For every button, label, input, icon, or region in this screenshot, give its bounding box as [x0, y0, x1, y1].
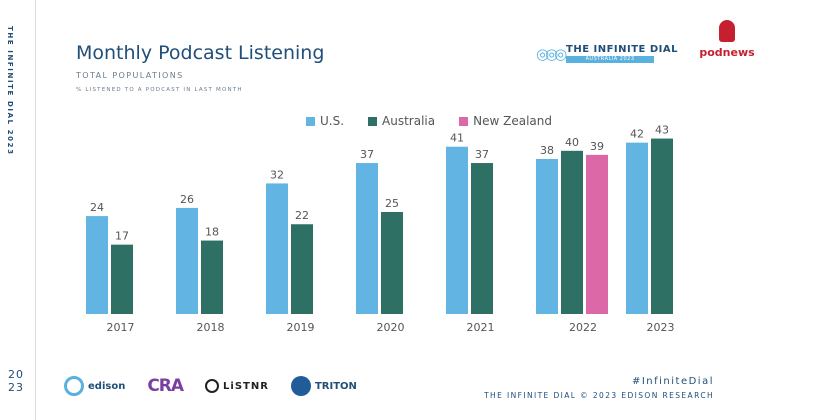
- bar-australia-2021: [471, 163, 493, 314]
- data-label-australia-2019: 22: [295, 209, 309, 222]
- cra-logo: CRA: [147, 376, 184, 396]
- legend-item-new-zealand: New Zealand: [459, 114, 552, 128]
- data-label-us-2017: 24: [90, 201, 104, 214]
- data-label-australia-2021: 37: [475, 148, 489, 161]
- bar-australia-2023: [651, 138, 673, 314]
- podnews-logo: podnews: [697, 20, 757, 64]
- bar-us-2018: [176, 207, 198, 314]
- data-label-us-2022: 38: [540, 144, 554, 157]
- chart-note: % LISTENED TO A PODCAST IN LAST MONTH: [76, 87, 243, 93]
- bar-australia-2018: [201, 240, 223, 314]
- bar-australia-2017: [111, 244, 133, 314]
- triton-name: TRITON: [314, 380, 357, 392]
- legend-swatch-new-zealand: [459, 116, 469, 126]
- partner-logos: edison CRA LiSTNR TRITON: [64, 376, 357, 396]
- x-tick-label-2022: 2022: [569, 321, 597, 334]
- edison-name: edison: [88, 380, 126, 392]
- rail-year-bottom: 23: [8, 381, 24, 394]
- chart-subtitle: TOTAL POPULATIONS: [76, 71, 184, 80]
- data-label-australia-2023: 43: [655, 124, 669, 137]
- cra-name: CRA: [147, 376, 184, 396]
- triton-logo: TRITON: [290, 376, 357, 396]
- infinite-rings-icon: ◎◎◎: [536, 45, 567, 63]
- bar-us-2022: [536, 158, 558, 314]
- triton-mark-icon: [290, 376, 311, 396]
- data-label-us-2023: 42: [630, 128, 644, 141]
- x-tick-label-2023: 2023: [647, 321, 675, 334]
- chart-legend: U.S. Australia New Zealand: [306, 114, 552, 128]
- rail-vertical-text: THE INFINITE DIAL 2023: [6, 26, 14, 156]
- infinite-dial-band: AUSTRALIA 2023: [566, 56, 654, 63]
- data-label-us-2021: 41: [450, 132, 464, 145]
- legend-item-us: U.S.: [306, 114, 344, 128]
- side-rail: THE INFINITE DIAL 2023 20 23: [0, 0, 36, 420]
- x-tick-label-2019: 2019: [287, 321, 315, 334]
- bar-australia-2020: [381, 212, 403, 314]
- bar-us-2017: [86, 216, 108, 314]
- bar-australia-2019: [291, 224, 313, 314]
- listnr-mark-icon: [205, 379, 220, 393]
- data-label-australia-2022: 40: [565, 136, 579, 149]
- legend-swatch-australia: [368, 116, 378, 126]
- bar-us-2019: [266, 183, 288, 314]
- edison-logo: edison: [64, 376, 125, 396]
- x-tick-label-2017: 2017: [107, 321, 135, 334]
- infinite-dial-name: THE INFINITE DIAL: [566, 44, 679, 55]
- infinite-dial-logo: ◎◎◎ THE INFINITE DIAL AUSTRALIA 2023: [536, 43, 678, 65]
- data-label-australia-2020: 25: [385, 197, 399, 210]
- legend-label-us: U.S.: [320, 114, 345, 128]
- podnews-name: podnews: [699, 46, 755, 59]
- data-label-new-zealand-2022: 39: [590, 140, 604, 153]
- legend-label-australia: Australia: [382, 114, 436, 128]
- x-tick-label-2021: 2021: [467, 321, 495, 334]
- bar-new-zealand-2022: [586, 154, 608, 314]
- chart-title: Monthly Podcast Listening: [76, 42, 325, 64]
- legend-item-australia: Australia: [368, 114, 435, 128]
- data-label-australia-2017: 17: [115, 230, 129, 243]
- podnews-mic-icon: [719, 20, 735, 42]
- data-label-australia-2018: 18: [205, 226, 219, 239]
- data-label-us-2019: 32: [270, 168, 284, 181]
- data-label-us-2018: 26: [180, 193, 194, 206]
- bar-us-2021: [446, 146, 468, 314]
- bar-us-2023: [626, 142, 648, 314]
- legend-label-new-zealand: New Zealand: [473, 114, 552, 128]
- edison-mark-icon: [64, 376, 84, 396]
- listnr-name: LiSTNR: [223, 380, 269, 392]
- hashtag: #InfiniteDial: [631, 376, 714, 387]
- bar-australia-2022: [561, 150, 583, 314]
- listnr-logo: LiSTNR: [205, 379, 269, 393]
- x-tick-label-2018: 2018: [197, 321, 225, 334]
- rail-year-top: 20: [8, 368, 24, 381]
- legend-swatch-us: [306, 116, 315, 126]
- data-label-us-2020: 37: [360, 148, 374, 161]
- copyright: THE INFINITE DIAL © 2023 EDISON RESEARCH: [484, 391, 714, 400]
- x-tick-label-2020: 2020: [377, 321, 405, 334]
- bar-us-2020: [356, 163, 378, 314]
- rail-year: 20 23: [8, 368, 24, 394]
